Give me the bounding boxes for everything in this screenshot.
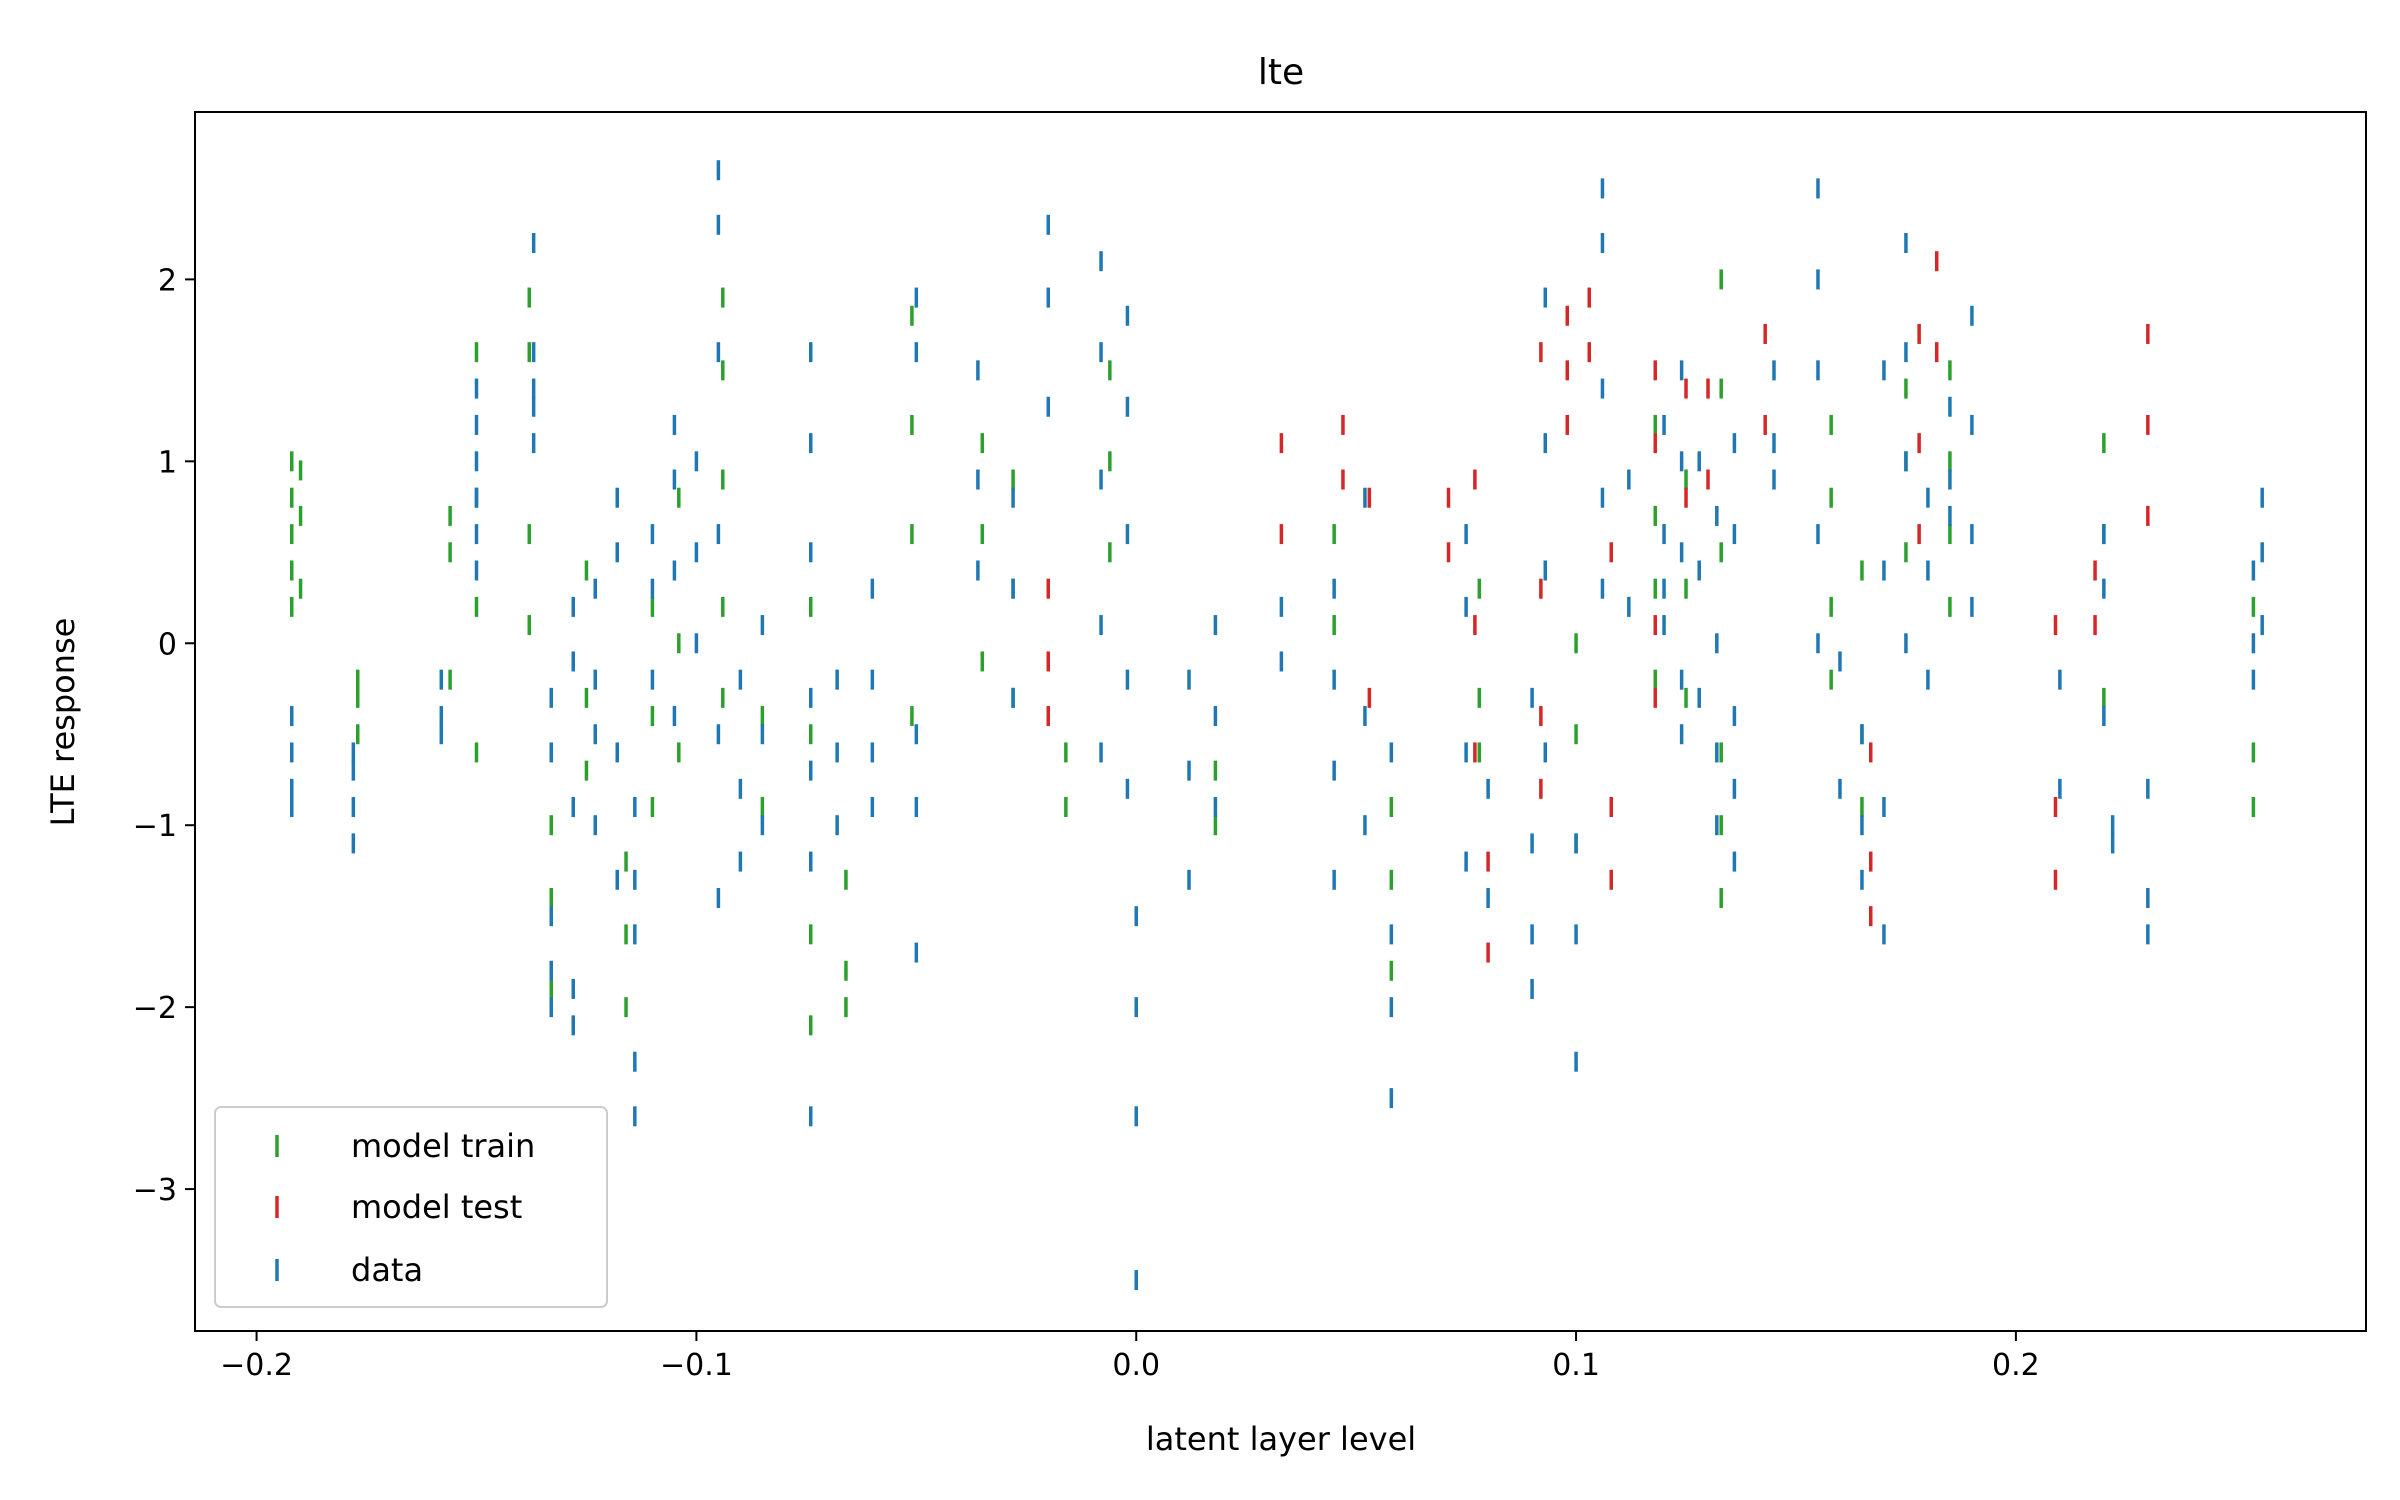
y-tick-label: −1	[133, 809, 177, 844]
y-tick-label: 0	[158, 627, 177, 662]
legend-box	[214, 1106, 608, 1308]
plot-marks	[290, 160, 2264, 1291]
series-data	[290, 160, 2264, 1291]
x-tick-label: 0.1	[1552, 1348, 1600, 1383]
x-tick-label: −0.1	[660, 1348, 733, 1383]
legend-label: model test	[351, 1188, 522, 1226]
y-axis-label: LTE response	[44, 618, 82, 827]
y-tick-label: −2	[133, 991, 177, 1026]
chart-title: lte	[1258, 52, 1304, 93]
legend: model train model test data	[214, 1106, 608, 1308]
x-axis-label: latent layer level	[1146, 1420, 1416, 1458]
y-axis-ticks: −3 −2 −1 0 1 2	[133, 263, 195, 1208]
y-tick-label: −3	[133, 1173, 177, 1208]
x-axis-ticks: −0.2 −0.1 0.0 0.1 0.2	[220, 1331, 2040, 1383]
x-tick-label: 0.0	[1112, 1348, 1160, 1383]
y-tick-label: 1	[158, 445, 177, 480]
x-tick-label: 0.2	[1992, 1348, 2040, 1383]
y-tick-label: 2	[158, 263, 177, 298]
x-tick-label: −0.2	[220, 1348, 293, 1383]
legend-label: data	[351, 1251, 423, 1289]
series-model-test	[1046, 251, 2150, 963]
legend-label: model train	[351, 1127, 535, 1165]
axes-frame	[194, 111, 2367, 1332]
